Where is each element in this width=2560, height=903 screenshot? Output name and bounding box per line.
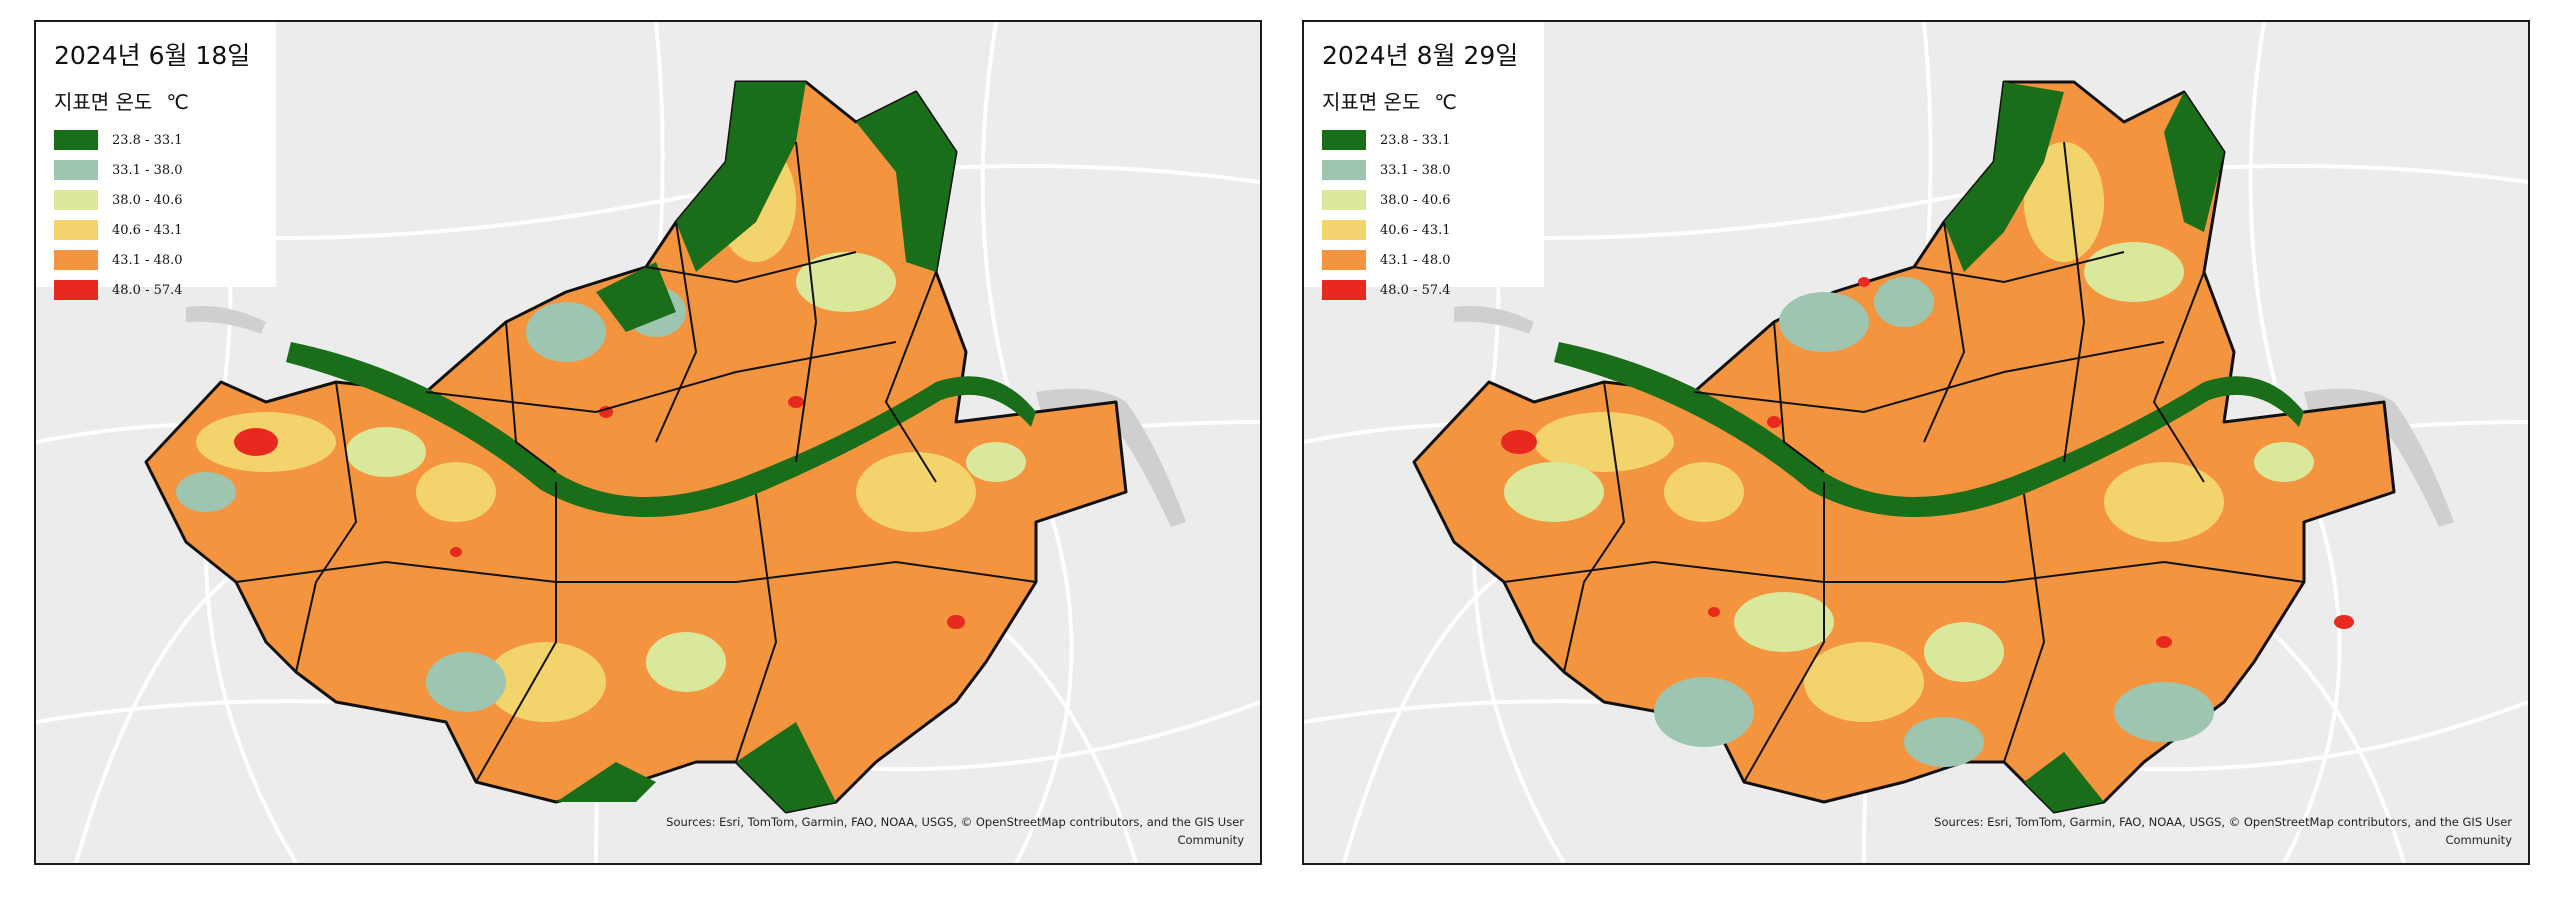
legend-swatch bbox=[54, 220, 98, 240]
legend-unit: ℃ bbox=[166, 90, 189, 114]
legend-subtitle-text: 지표면 온도 bbox=[1322, 90, 1421, 114]
legend-label: 40.6 - 43.1 bbox=[112, 222, 183, 238]
temp-class-48-57 bbox=[1501, 277, 2354, 648]
legend-swatch bbox=[54, 250, 98, 270]
map-canvas bbox=[36, 22, 1260, 863]
map-panel-june: 2024년 6월 18일 지표면 온도 ℃ 23.8 - 33.1 33.1 - … bbox=[34, 20, 1262, 865]
city-area bbox=[144, 80, 1128, 814]
legend-swatch bbox=[1322, 160, 1366, 180]
district-boundaries bbox=[235, 141, 1037, 783]
legend-item: 38.0 - 40.6 bbox=[54, 185, 276, 215]
legend-item: 40.6 - 43.1 bbox=[54, 215, 276, 245]
temp-class-38-40 bbox=[346, 252, 1026, 692]
temp-class-48-57 bbox=[234, 396, 965, 629]
legend-label: 23.8 - 33.1 bbox=[1380, 132, 1451, 148]
legend-item: 43.1 - 48.0 bbox=[54, 245, 276, 275]
legend-label: 48.0 - 57.4 bbox=[1380, 282, 1451, 298]
legend-label: 38.0 - 40.6 bbox=[1380, 192, 1451, 208]
legend-subtitle: 지표면 온도 ℃ bbox=[54, 86, 276, 115]
temp-class-23-33 bbox=[286, 82, 1036, 812]
map-attribution: Sources: Esri, TomTom, Garmin, FAO, NOAA… bbox=[666, 815, 1244, 847]
map-panel-august: 2024년 8월 29일 지표면 온도 ℃ 23.8 - 33.1 33.1 - … bbox=[1302, 20, 2530, 865]
legend-items: 23.8 - 33.1 33.1 - 38.0 38.0 - 40.6 40.6… bbox=[1322, 125, 1544, 305]
temp-class-38-40 bbox=[1504, 242, 2314, 682]
legend-label: 33.1 - 38.0 bbox=[1380, 162, 1451, 178]
legend-label: 23.8 - 33.1 bbox=[112, 132, 183, 148]
legend-swatch bbox=[1322, 130, 1366, 150]
map-attribution: Sources: Esri, TomTom, Garmin, FAO, NOAA… bbox=[1934, 815, 2512, 847]
legend-swatch bbox=[1322, 220, 1366, 240]
legend-item: 33.1 - 38.0 bbox=[1322, 155, 1544, 185]
legend-item: 48.0 - 57.4 bbox=[54, 275, 276, 305]
legend: 2024년 8월 29일 지표면 온도 ℃ 23.8 - 33.1 33.1 - … bbox=[1304, 22, 1544, 300]
legend-item: 43.1 - 48.0 bbox=[1322, 245, 1544, 275]
map-canvas bbox=[1304, 22, 2528, 863]
legend-items: 23.8 - 33.1 33.1 - 38.0 38.0 - 40.6 40.6… bbox=[54, 125, 276, 305]
legend-item: 33.1 - 38.0 bbox=[54, 155, 276, 185]
legend-swatch bbox=[54, 190, 98, 210]
legend-swatch bbox=[1322, 250, 1366, 270]
legend-item: 23.8 - 33.1 bbox=[54, 125, 276, 155]
legend: 2024년 6월 18일 지표면 온도 ℃ 23.8 - 33.1 33.1 - … bbox=[36, 22, 276, 300]
legend-label: 40.6 - 43.1 bbox=[1380, 222, 1451, 238]
legend-item: 48.0 - 57.4 bbox=[1322, 275, 1544, 305]
legend-label: 38.0 - 40.6 bbox=[112, 192, 183, 208]
legend-subtitle: 지표면 온도 ℃ bbox=[1322, 86, 1544, 115]
legend-unit: ℃ bbox=[1434, 90, 1457, 114]
legend-subtitle-text: 지표면 온도 bbox=[54, 90, 153, 114]
legend-item: 23.8 - 33.1 bbox=[1322, 125, 1544, 155]
legend-label: 33.1 - 38.0 bbox=[112, 162, 183, 178]
map-title: 2024년 8월 29일 bbox=[1322, 41, 1519, 70]
legend-label: 48.0 - 57.4 bbox=[112, 282, 183, 298]
legend-swatch bbox=[54, 160, 98, 180]
legend-label: 43.1 - 48.0 bbox=[1380, 252, 1451, 268]
temp-class-40-43 bbox=[1534, 142, 2224, 722]
temp-class-33-38 bbox=[1654, 277, 2214, 767]
district-boundaries bbox=[1503, 141, 2305, 783]
legend-swatch bbox=[54, 280, 98, 300]
legend-swatch bbox=[54, 130, 98, 150]
temp-class-23-33 bbox=[1554, 82, 2304, 812]
city-area bbox=[1412, 80, 2396, 814]
legend-label: 43.1 - 48.0 bbox=[112, 252, 183, 268]
legend-swatch bbox=[1322, 190, 1366, 210]
map-title: 2024년 6월 18일 bbox=[54, 41, 251, 70]
legend-swatch bbox=[1322, 280, 1366, 300]
legend-item: 40.6 - 43.1 bbox=[1322, 215, 1544, 245]
legend-item: 38.0 - 40.6 bbox=[1322, 185, 1544, 215]
